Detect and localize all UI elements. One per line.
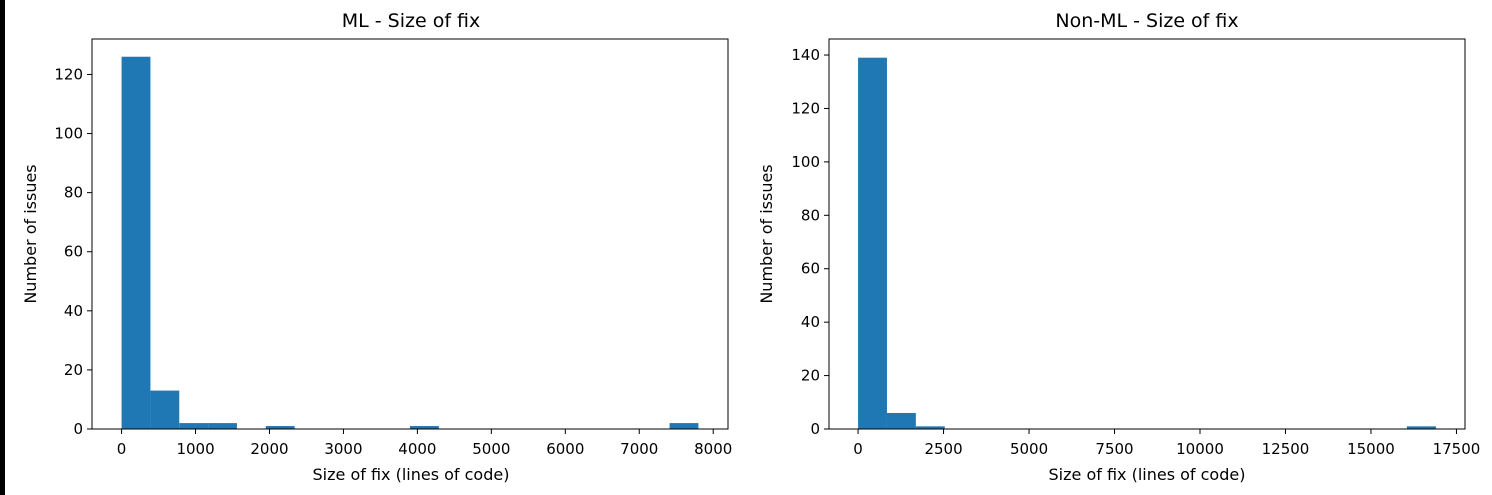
histogram-bar [1406, 426, 1436, 429]
x-tick-label: 7500 [1095, 440, 1133, 458]
y-tick-label: 40 [801, 313, 820, 331]
plot-frame [828, 38, 1466, 430]
x-tick-label: 17500 [1433, 440, 1481, 458]
x-axis-ticks: 0 2500 5000 7500 10000 12500 15000 17500 [853, 429, 1480, 458]
x-tick-label: 2000 [250, 440, 288, 458]
x-tick-label: 2500 [924, 440, 962, 458]
histogram-bar [121, 56, 151, 430]
histogram-bar [265, 426, 295, 429]
y-axis-label: Number of issues [757, 164, 776, 303]
y-tick-label: 60 [801, 260, 820, 278]
histogram-bar [858, 57, 887, 429]
window-edge-strip [0, 0, 5, 495]
chart-non-ml-size-of-fix: Non-ML - Size of fix 020406080100120140 … [757, 10, 1480, 484]
x-tick-label: 15000 [1347, 440, 1395, 458]
histogram-bar [886, 412, 916, 429]
x-axis-label: Size of fix (lines of code) [1049, 465, 1246, 484]
x-axis-ticks: 0 1000 2000 3000 4000 5000 6000 7000 8000 [117, 429, 732, 458]
histogram-bar [915, 426, 945, 429]
y-axis-ticks: 0 20 40 60 80 100 120 140 [791, 46, 829, 438]
x-axis-label: Size of fix (lines of code) [313, 465, 510, 484]
bars [858, 57, 1436, 429]
x-tick-label: 1000 [176, 440, 214, 458]
y-axis-label: Number of issues [21, 164, 40, 303]
x-tick-label: 0 [853, 440, 863, 458]
plot-frame [91, 38, 729, 430]
y-tick-label: 140 [791, 46, 820, 64]
x-tick-label: 12500 [1262, 440, 1310, 458]
chart-title: Non-ML - Size of fix [1055, 10, 1238, 32]
y-tick-label: 60 [64, 243, 83, 261]
histogram-bar [669, 423, 699, 429]
y-tick-label: 120 [791, 99, 820, 117]
y-tick-label: 120 [54, 65, 83, 83]
x-tick-label: 0 [117, 440, 127, 458]
histogram-bar [208, 423, 237, 429]
x-tick-label: 5000 [1010, 440, 1048, 458]
x-tick-label: 10000 [1176, 440, 1224, 458]
x-tick-label: 6000 [546, 440, 584, 458]
y-tick-label: 80 [801, 206, 820, 224]
y-tick-label: 0 [73, 420, 83, 438]
x-tick-label: 7000 [620, 440, 658, 458]
histogram-bar [150, 390, 180, 429]
x-tick-label: 5000 [472, 440, 510, 458]
chart-title: ML - Size of fix [342, 10, 481, 32]
bars [121, 56, 699, 430]
x-tick-label: 8000 [694, 440, 732, 458]
y-axis-ticks: 0 20 40 60 80 100 120 [54, 65, 92, 438]
x-tick-label: 4000 [398, 440, 436, 458]
y-tick-label: 40 [64, 302, 83, 320]
y-tick-label: 100 [54, 125, 83, 143]
histogram-bar [179, 423, 209, 429]
y-tick-label: 80 [64, 184, 83, 202]
y-tick-label: 0 [810, 420, 820, 438]
histogram-bar [410, 426, 439, 429]
chart-ml-size-of-fix: ML - Size of fix 0 20 40 60 80 100 120 0 1000 20… [21, 10, 732, 484]
x-tick-label: 3000 [324, 440, 362, 458]
y-tick-label: 20 [801, 367, 820, 385]
y-tick-label: 20 [64, 361, 83, 379]
y-tick-label: 100 [791, 153, 820, 171]
